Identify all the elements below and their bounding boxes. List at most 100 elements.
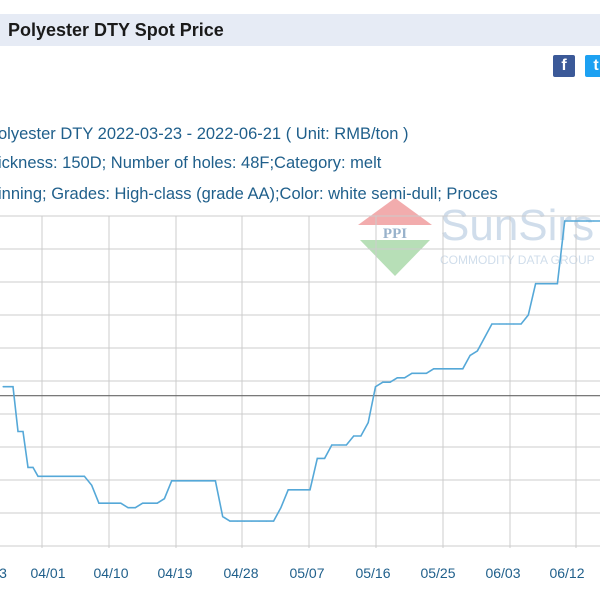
watermark-badge-text: PPI (383, 226, 407, 242)
x-axis: 3 04/01 04/10 04/19 04/28 05/07 05/16 05/25 06/0… (0, 565, 585, 581)
data-point (535, 283, 537, 285)
data-point (345, 444, 347, 446)
data-point (447, 368, 449, 370)
data-point (127, 507, 129, 509)
data-point (513, 323, 515, 325)
data-point (564, 220, 566, 222)
page-title: Polyester DTY Spot Price (8, 20, 224, 40)
facebook-share-icon[interactable]: f (553, 55, 575, 77)
data-point (17, 430, 19, 433)
data-point (571, 220, 573, 222)
data-point (265, 520, 267, 522)
x-tick-label: 05/07 (289, 565, 324, 581)
data-point (316, 457, 318, 459)
data-point (425, 372, 427, 374)
product-spec-line-2: inning; Grades: High-class (grade AA);Co… (0, 185, 498, 203)
x-tick-label: 04/01 (30, 565, 65, 581)
data-point (280, 507, 282, 509)
watermark-badge-bottom (360, 240, 430, 276)
data-point (491, 323, 493, 325)
data-point (294, 489, 296, 491)
data-point (433, 368, 435, 370)
data-point (484, 336, 486, 338)
data-point (2, 386, 4, 388)
data-point (27, 466, 29, 468)
data-point (193, 480, 195, 482)
data-point (76, 475, 78, 477)
data-point (549, 283, 551, 285)
data-point (527, 314, 529, 316)
data-point (273, 520, 275, 522)
x-tick-label: 04/10 (93, 565, 128, 581)
x-tick-label: 06/12 (549, 565, 584, 581)
data-point (389, 381, 391, 383)
data-point (7, 386, 9, 388)
watermark-brand: SunSirs (440, 201, 594, 250)
data-point (542, 283, 544, 285)
data-point (171, 480, 173, 482)
chart-title: olyester DTY 2022-03-23 - 2022-06-21 ( U… (0, 125, 409, 143)
data-point (32, 466, 34, 468)
data-point (178, 480, 180, 482)
data-point (112, 502, 115, 504)
data-point (324, 457, 326, 459)
data-point (476, 350, 478, 352)
data-point (54, 475, 56, 477)
data-point (163, 498, 165, 500)
twitter-share-icon[interactable]: t (585, 55, 600, 77)
data-point (37, 475, 39, 477)
data-point (302, 489, 304, 491)
data-point (360, 435, 362, 437)
data-point (83, 475, 85, 477)
x-tick-label: 06/03 (485, 565, 520, 581)
data-point (593, 220, 595, 222)
data-point (200, 480, 202, 482)
data-point (22, 430, 24, 433)
data-point (98, 502, 100, 504)
data-point (374, 386, 377, 388)
product-spec-line-1: ickness: 150D; Number of holes: 48F;Cate… (0, 154, 382, 172)
data-point (382, 381, 384, 383)
x-tick-label: 05/25 (420, 565, 455, 581)
data-point (134, 507, 136, 509)
watermark-tagline: COMMODITY DATA GROUP (440, 253, 595, 267)
data-point (207, 480, 209, 482)
data-point (47, 475, 49, 477)
data-point (287, 489, 289, 491)
data-point (396, 377, 398, 379)
data-point (556, 283, 559, 285)
data-point (236, 520, 238, 522)
data-point (69, 475, 71, 477)
data-point (455, 368, 457, 370)
data-point (12, 386, 14, 388)
data-point (367, 422, 369, 424)
data-point (42, 475, 44, 477)
data-point (156, 502, 158, 504)
data-point (505, 323, 508, 325)
data-point (251, 520, 253, 522)
data-point (418, 372, 420, 374)
data-point (331, 444, 333, 446)
data-point (578, 220, 580, 222)
watermark-badge-top (358, 198, 432, 225)
data-point (353, 435, 355, 437)
series-layer (2, 220, 600, 522)
data-point (309, 489, 311, 491)
data-point (520, 323, 522, 325)
data-point (91, 484, 93, 486)
data-point (149, 502, 151, 504)
x-tick-label: 04/28 (223, 565, 258, 581)
header-bar: Polyester DTY Spot Price (0, 14, 600, 46)
data-point (440, 368, 442, 370)
data-point (462, 368, 464, 370)
data-point (258, 520, 260, 522)
data-point (411, 372, 413, 374)
grid (0, 215, 600, 548)
data-point (62, 475, 64, 477)
data-point (469, 354, 471, 356)
data-point (404, 377, 406, 379)
x-tick-label: 3 (0, 565, 7, 581)
data-point (243, 520, 246, 522)
sunsirs-watermark: PPI SunSirs COMMODITY DATA GROUP (358, 198, 595, 276)
